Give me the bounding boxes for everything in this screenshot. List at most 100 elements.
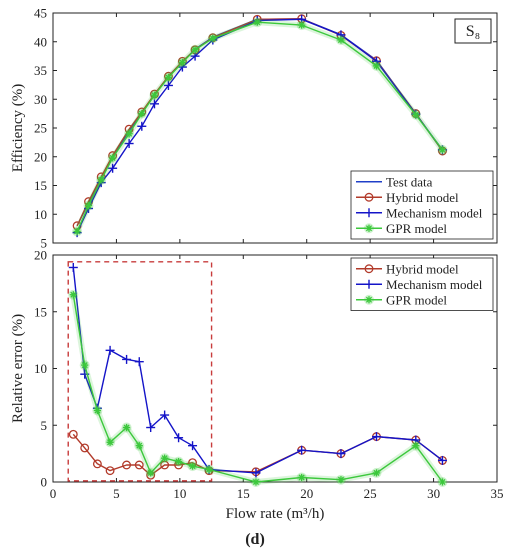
data-point-mechanism-model — [134, 357, 144, 367]
data-point-mechanism-model — [108, 163, 118, 173]
efficiency-ticks: 5 10 15 20 25 30 35 40 45 — [34, 6, 498, 251]
x-tick-label: 0 — [50, 486, 57, 501]
data-point-mechanism-model — [122, 354, 132, 364]
legend-label-hybrid-model: Hybrid model — [386, 261, 459, 276]
data-point-gpr-model — [107, 152, 118, 163]
data-point-gpr-model — [96, 174, 107, 185]
data-point-mechanism-model — [149, 99, 159, 109]
data-point-gpr-model — [296, 472, 307, 483]
data-point-gpr-model — [410, 440, 421, 451]
y-tick-label: 5 — [41, 418, 48, 433]
legend-label-mechanism-model: Mechanism model — [386, 205, 483, 220]
data-point-gpr-model — [335, 35, 346, 46]
data-point-gpr-model — [72, 226, 83, 237]
y-tick-label: 20 — [34, 149, 47, 164]
x-tick-label: 10 — [173, 486, 186, 501]
data-point-gpr-model — [437, 144, 448, 155]
legend-item-mechanism-model: Mechanism model — [356, 277, 483, 292]
y-tick-label: 45 — [34, 6, 47, 21]
y-tick-label: 35 — [34, 63, 47, 78]
data-point-gpr-model — [149, 90, 160, 101]
legend-item-mechanism-model: Mechanism model — [356, 205, 483, 220]
data-point-hybrid-model — [122, 460, 132, 470]
data-point-mechanism-model — [297, 445, 307, 455]
y-tick-label: 15 — [34, 178, 47, 193]
data-point-gpr-model — [145, 467, 156, 478]
s8-annotation-box: S₈ — [454, 18, 492, 44]
series-gpr-model — [72, 17, 448, 237]
s8-annotation-frame — [454, 18, 492, 44]
data-point-gpr-model — [204, 464, 215, 475]
legend-label-hybrid-model: Hybrid model — [386, 190, 459, 205]
y-tick-label: 10 — [34, 361, 47, 376]
data-point-mechanism-model — [336, 449, 346, 459]
legend-item-test-data: Test data — [356, 174, 433, 189]
data-point-gpr-model — [371, 60, 382, 71]
data-point-mechanism-model — [146, 423, 156, 433]
data-point-gpr-model — [121, 422, 132, 433]
data-point-mechanism-model — [174, 433, 184, 443]
legend-item-gpr-model: GPR model — [356, 292, 447, 307]
legend-label-gpr-model: GPR model — [386, 292, 447, 307]
legend-item-hybrid-model: Hybrid model — [356, 261, 459, 276]
data-point-gpr-model — [187, 461, 198, 472]
relative-error-panel: 0 5 10 15 20 25 30 35 0 5 10 15 20 Relative error (%… — [10, 248, 504, 523]
legend-label-test-data: Test data — [386, 174, 433, 189]
data-point-gpr-model — [134, 440, 145, 451]
y-tick-label: 0 — [41, 475, 48, 490]
data-point-gpr-model — [79, 360, 90, 371]
data-point-mechanism-model — [251, 468, 261, 478]
figure-caption: (d) — [245, 531, 265, 548]
legend-item-hybrid-model: Hybrid model — [356, 190, 459, 205]
data-point-gpr-model — [252, 17, 263, 28]
y-tick-label: 5 — [41, 236, 48, 251]
data-point-mechanism-model — [137, 121, 147, 131]
flow-rate-x-axis-label: Flow rate (m³/h) — [226, 506, 325, 522]
x-tick-label: 20 — [300, 486, 313, 501]
y-tick-label: 40 — [34, 34, 47, 49]
x-tick-label: 30 — [427, 486, 440, 501]
data-point-gpr-model — [371, 467, 382, 478]
legend-swatch-marker — [364, 223, 374, 234]
data-point-gpr-model — [296, 20, 307, 31]
legend-swatch-marker — [364, 279, 374, 289]
data-point-hybrid-model — [92, 459, 102, 469]
y-tick-label: 20 — [34, 248, 47, 263]
data-point-gpr-model — [159, 453, 170, 464]
data-point-gpr-model — [124, 128, 135, 139]
x-tick-label: 5 — [113, 486, 120, 501]
data-point-mechanism-model — [371, 432, 381, 442]
legend-swatch-marker — [364, 208, 374, 218]
data-point-mechanism-model — [124, 139, 134, 149]
y-tick-label: 30 — [34, 92, 47, 107]
s8-annotation-label: S₈ — [466, 23, 480, 40]
legend-label-gpr-model: GPR model — [386, 221, 447, 236]
data-point-gpr-model — [410, 109, 421, 120]
data-point-gpr-model — [83, 200, 94, 211]
data-point-mechanism-model — [68, 262, 78, 272]
highlight-dashed-box — [67, 261, 213, 482]
legend-swatch-marker — [364, 294, 374, 305]
efficiency-panel: 5 10 15 20 25 30 35 40 45 Efficiency (%) S₈ Test… — [10, 6, 498, 251]
data-point-gpr-model — [177, 57, 188, 68]
efficiency-series — [72, 14, 448, 238]
series-line-gpr-model — [72, 294, 444, 483]
data-point-gpr-model — [136, 108, 147, 119]
data-point-gpr-model — [173, 456, 184, 467]
data-point-mechanism-model — [105, 345, 115, 355]
efficiency-y-axis-label: Efficiency (%) — [10, 84, 26, 172]
relative-error-series — [68, 262, 448, 487]
relative-error-y-axis-label: Relative error (%) — [10, 314, 26, 423]
data-point-gpr-model — [335, 474, 346, 485]
x-tick-label: 35 — [491, 486, 504, 501]
data-point-mechanism-model — [188, 441, 198, 451]
y-tick-label: 15 — [34, 304, 47, 319]
x-tick-label: 25 — [364, 486, 377, 501]
y-tick-label: 10 — [34, 207, 47, 222]
series-gpr-model — [68, 289, 448, 487]
data-point-mechanism-model — [160, 410, 170, 420]
data-point-hybrid-model — [68, 429, 78, 439]
legend-swatch-marker — [364, 192, 374, 202]
data-point-gpr-model — [105, 437, 116, 448]
